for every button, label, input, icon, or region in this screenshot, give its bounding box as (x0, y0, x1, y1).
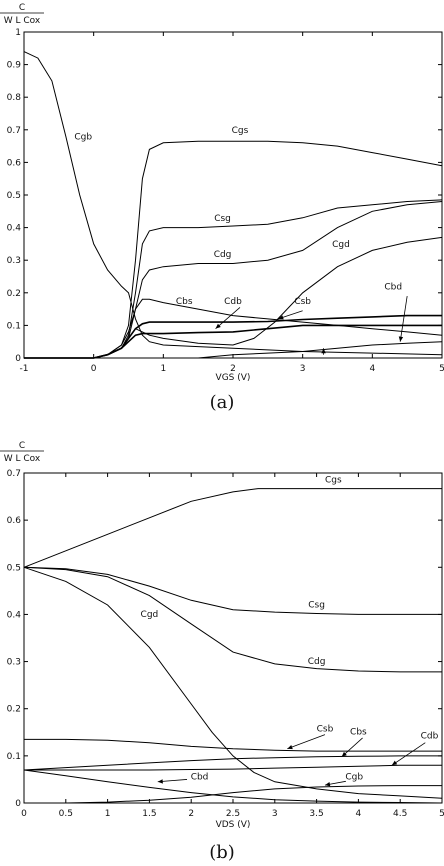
y-axis-label-numerator: C (19, 441, 25, 451)
y-tick-label: 0.5 (7, 563, 21, 573)
series-line-csg (24, 199, 443, 359)
y-tick-label: 0.2 (7, 705, 21, 715)
y-tick-label: 0.1 (7, 752, 21, 762)
y-tick-label: 1 (15, 28, 21, 38)
curve-label-cdg: Cdg (308, 657, 326, 667)
curve-label-cbd: Cbd (384, 283, 402, 293)
curve-label-cbd: Cbd (191, 772, 209, 782)
x-tick-label: 3.5 (309, 809, 323, 819)
curve-label-csg: Csg (308, 600, 325, 610)
x-tick-label: 3 (300, 364, 306, 374)
y-axis-label-denominator: W L Cox (4, 454, 41, 464)
y-tick-label: 0.7 (7, 469, 21, 479)
annotation-arrow (287, 734, 326, 750)
panel-label: (b) (209, 842, 235, 863)
x-tick-label: 4 (356, 809, 362, 819)
y-tick-label: 0.4 (7, 224, 22, 234)
curve-label-csb: Csb (317, 724, 334, 734)
x-tick-label: 0.5 (59, 809, 73, 819)
y-axis-label-denominator: W L Cox (4, 16, 41, 26)
x-axis-label: VGS (V) (216, 373, 251, 383)
series-line-cbd (24, 341, 443, 359)
x-tick-label: 2 (188, 809, 194, 819)
series-line-csb (24, 324, 442, 359)
x-tick-label: 5 (439, 364, 444, 374)
series-line-cgd (23, 566, 443, 799)
y-tick-label: 0.6 (7, 158, 22, 168)
annotation-arrowhead (278, 315, 284, 320)
y-tick-label: 0 (15, 799, 21, 809)
curve-label-cgb: Cgb (74, 133, 92, 143)
curve-label-cdg: Cdg (214, 250, 232, 260)
x-tick-label: 0 (91, 364, 97, 374)
annotation-arrowhead (398, 336, 404, 342)
x-tick-label: 0 (21, 809, 27, 819)
series-line-cdb (24, 314, 442, 359)
x-tick-label: 2.5 (226, 809, 240, 819)
series-line-cbs (24, 298, 443, 359)
y-tick-label: 0.3 (7, 256, 21, 266)
x-tick-label: 1 (105, 809, 111, 819)
curve-label-cbs: Cbs (176, 297, 193, 307)
annotation-arrowhead (157, 779, 163, 784)
x-tick-label: 1.5 (142, 809, 156, 819)
annotation-arrowhead (321, 348, 326, 354)
y-tick-label: 0.8 (7, 93, 22, 103)
curve-label-cgs: Cgs (325, 475, 342, 485)
y-tick-label: 0.7 (7, 126, 21, 136)
y-tick-label: 0.4 (7, 610, 22, 620)
annotation-arrow (399, 295, 408, 342)
annotation-arrowhead (324, 782, 331, 787)
series-line-cbs (23, 755, 442, 771)
x-tick-label: 2 (230, 364, 236, 374)
annotation-arrowhead (341, 751, 347, 757)
y-tick-label: 0.5 (7, 191, 21, 201)
series-line-cgb (23, 51, 443, 356)
chart-panel-a: 00.10.20.30.40.50.60.70.80.91-1 0 1 2 3 4 5CW … (0, 3, 444, 413)
y-tick-label: 0.9 (7, 61, 22, 71)
curve-label-cgs: Cgs (232, 126, 249, 136)
curve-label-cbs: Cbs (350, 728, 367, 738)
y-tick-label: 0.6 (7, 516, 22, 526)
x-tick-label: 5 (439, 809, 444, 819)
curve-label-cgd: Cgd (141, 610, 159, 620)
curve-label-cgb: Cgb (345, 772, 363, 782)
annotation-arrow (391, 742, 426, 766)
chart-panel-b: 0 0.1 0.2 0.3 0.4 0.5 0.6 0.7 0 0.5 1 1.5 2 2.5 3 3.5 4 4… (0, 441, 444, 863)
annotation-arrowhead (391, 760, 398, 766)
panel-label: (a) (210, 392, 235, 413)
series-line-csb (24, 738, 442, 752)
annotation-arrow (215, 307, 241, 329)
curve-label-csg: Csg (214, 214, 231, 224)
y-axis-label-numerator: C (19, 3, 25, 13)
series-line-cbd (23, 769, 443, 804)
annotation-arrowhead (287, 744, 293, 750)
y-tick-label: 0.1 (7, 321, 21, 331)
plot-frame (23, 31, 443, 359)
y-tick-label: 0 (15, 354, 21, 364)
plot-frame (23, 472, 443, 804)
y-tick-label: 0.3 (7, 658, 21, 668)
x-tick-label: 1 (160, 364, 166, 374)
annotation-arrowhead (215, 323, 221, 329)
series-line-csg (23, 566, 442, 615)
curve-label-cdb: Cdb (421, 731, 439, 741)
x-tick-label: 4 (369, 364, 375, 374)
x-axis-label: VDS (V) (216, 820, 251, 830)
curve-label-cdb: Cdb (224, 297, 242, 307)
series-line-cgb (24, 785, 442, 804)
x-tick-label: 4.5 (393, 809, 407, 819)
series-line-cdg (24, 201, 443, 359)
y-tick-label: 0.2 (7, 289, 21, 299)
x-tick-label: -1 (20, 364, 29, 374)
curve-label-csb: Csb (294, 297, 311, 307)
series-line-cgs (23, 488, 442, 568)
series-line-cdg (23, 566, 442, 673)
curve-label-cgd: Cgd (332, 240, 350, 250)
x-tick-label: 3 (272, 809, 278, 819)
series-line-cdb (24, 764, 442, 771)
